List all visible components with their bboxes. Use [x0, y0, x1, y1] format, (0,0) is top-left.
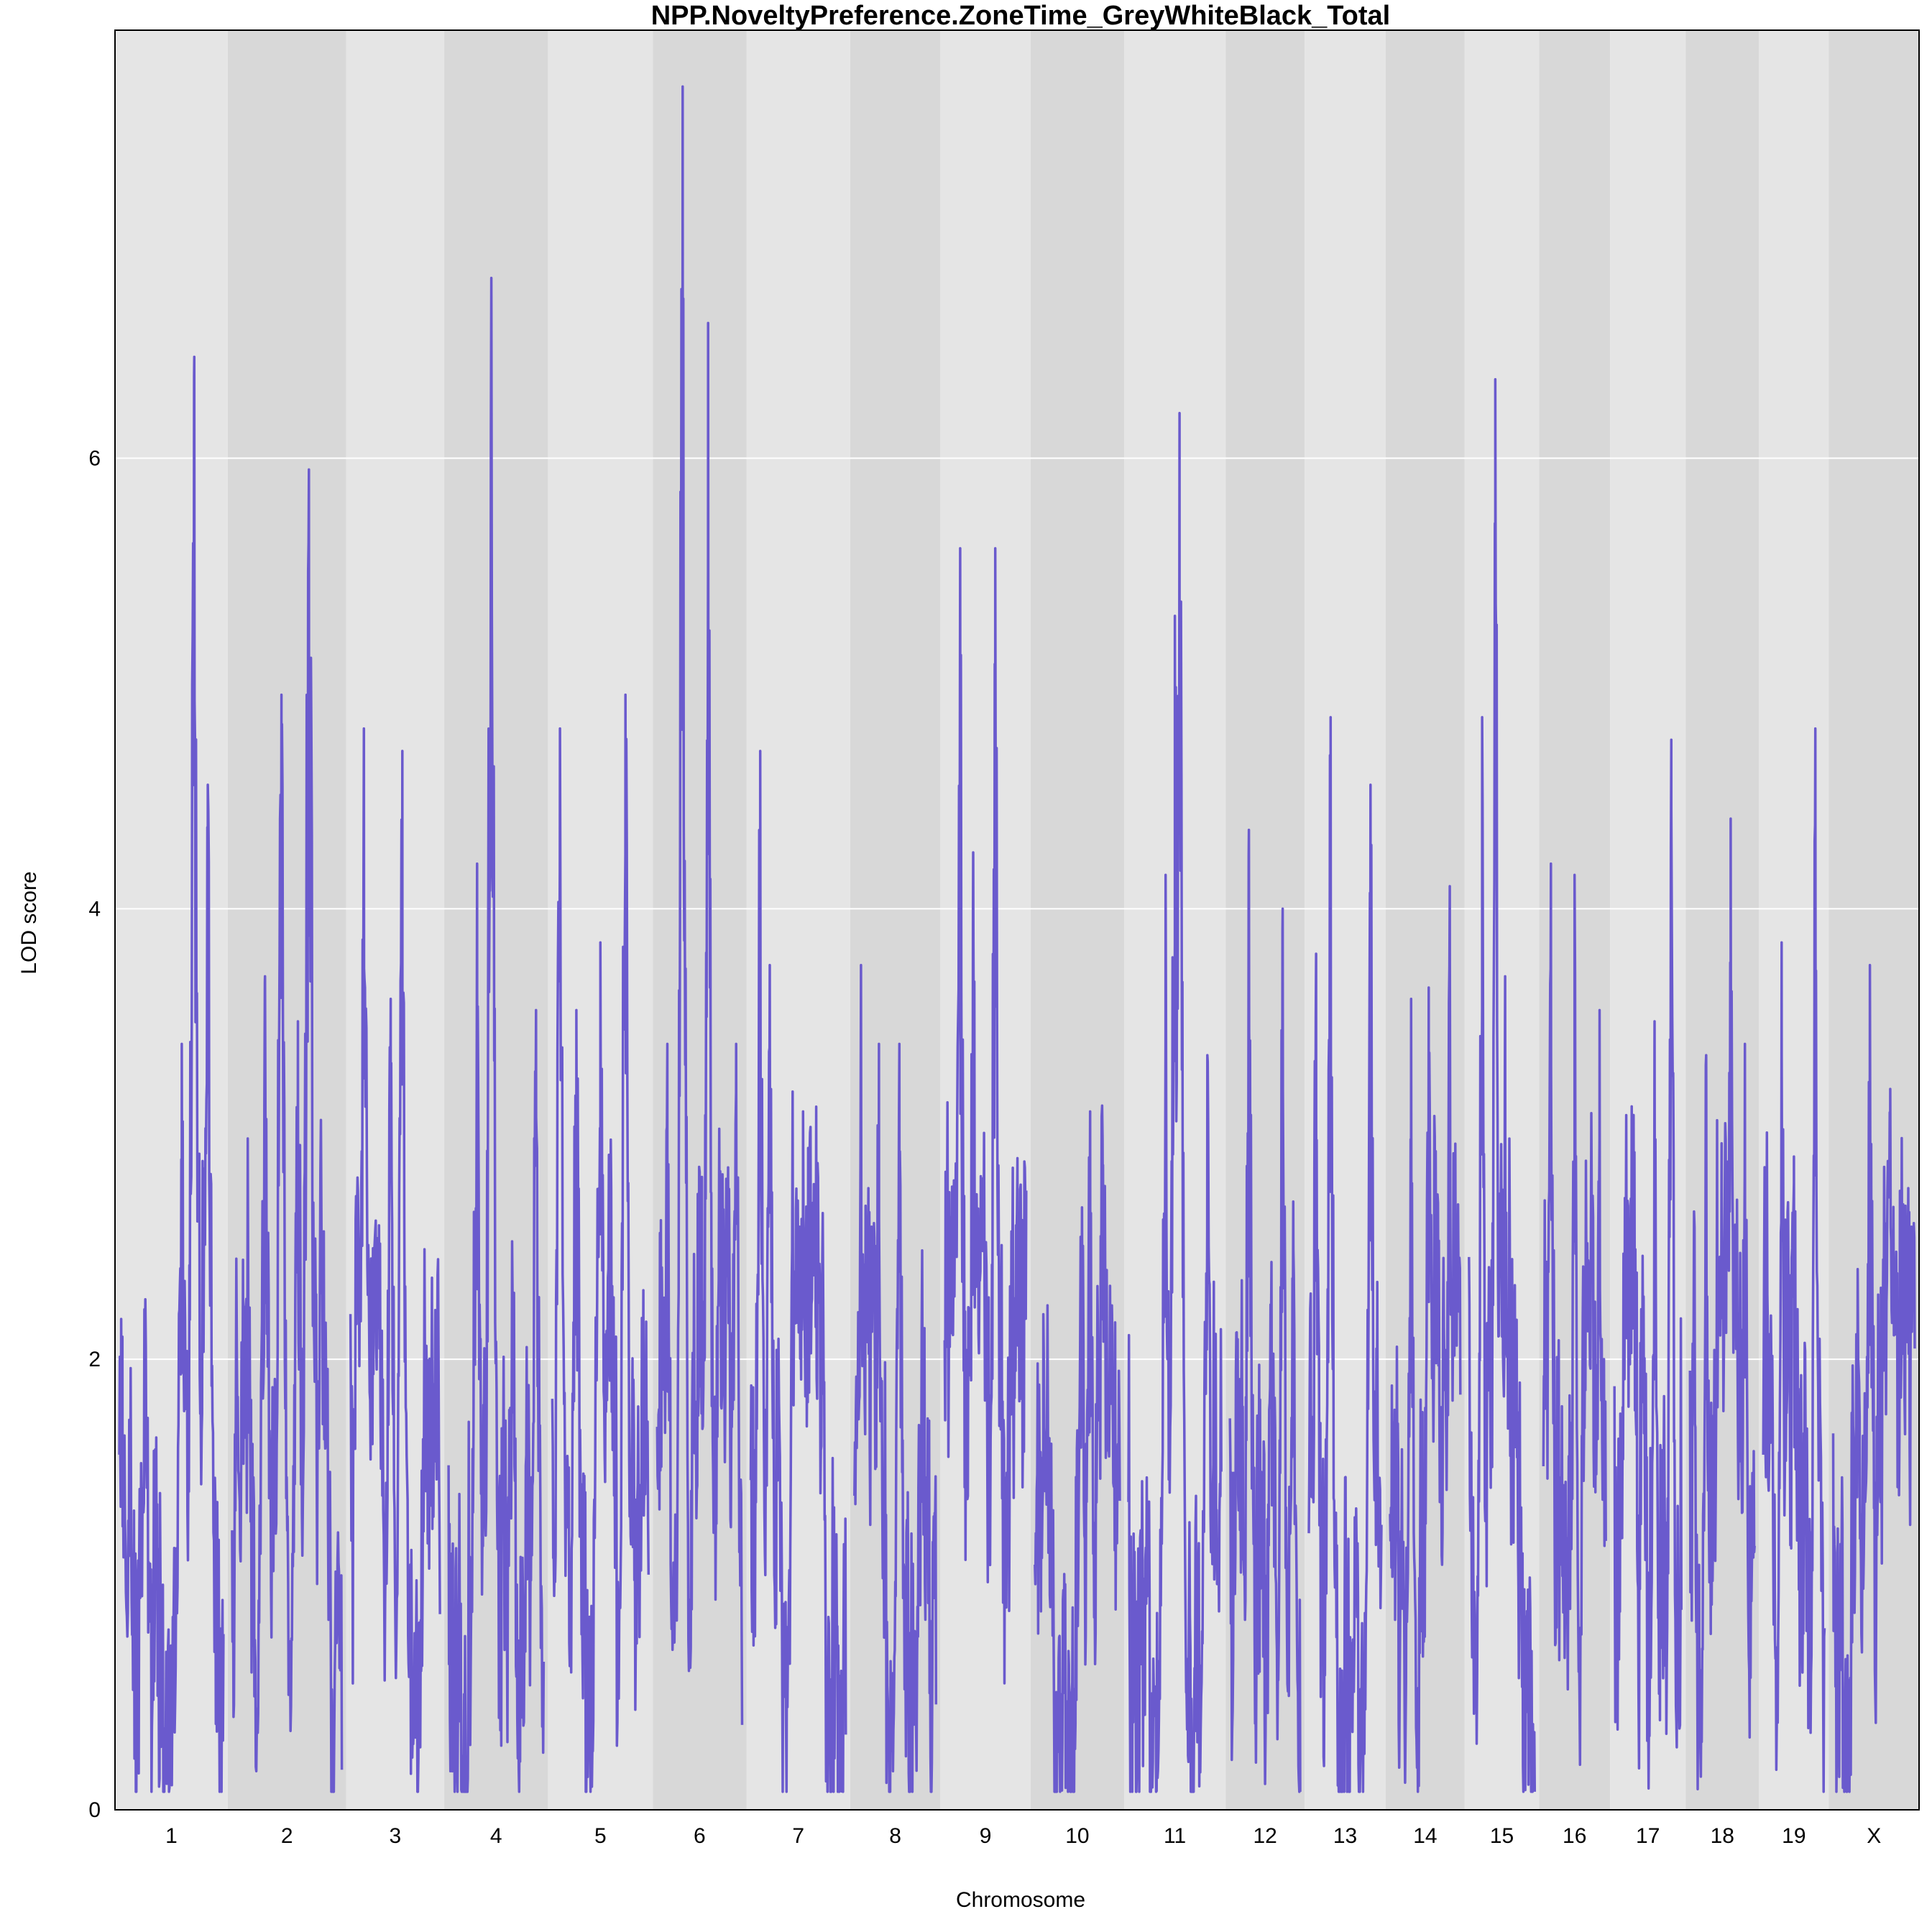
y-tick-label-4: 4	[88, 897, 101, 921]
lod-line-chr-6	[656, 85, 744, 1725]
x-tick-label-19: 19	[1782, 1824, 1806, 1848]
lod-line-chr-16	[1542, 862, 1607, 1767]
x-tick-label-8: 8	[889, 1824, 901, 1848]
lod-line-chr-17	[1613, 738, 1683, 1790]
lod-line-chr-8	[853, 963, 938, 1793]
chromosome-band-6	[653, 30, 747, 1810]
y-tick-label-2: 2	[88, 1348, 101, 1371]
lod-line-chr-4	[447, 277, 546, 1793]
lod-line-chr-5	[551, 693, 650, 1793]
y-tick-label-6: 6	[88, 446, 101, 470]
x-tick-label-13: 13	[1333, 1824, 1357, 1848]
y-axis-ticks: 0 2 4 6	[88, 446, 101, 1822]
chromosome-band-15	[1464, 30, 1540, 1810]
x-tick-label-4: 4	[490, 1824, 502, 1848]
lod-line-chr-15	[1468, 378, 1537, 1793]
x-tick-label-1: 1	[165, 1824, 178, 1848]
x-tick-label-7: 7	[792, 1824, 804, 1848]
lod-line-chr-14	[1389, 885, 1462, 1793]
chart-title: NPP.NoveltyPreference.ZoneTime_GreyWhite…	[651, 1, 1391, 31]
x-tick-label-6: 6	[694, 1824, 706, 1848]
x-tick-label-9: 9	[980, 1824, 992, 1848]
lod-line-chr-3	[349, 727, 441, 1793]
x-tick-label-18: 18	[1711, 1824, 1734, 1848]
lod-line-chr-13	[1307, 716, 1383, 1793]
x-tick-label-3: 3	[389, 1824, 401, 1848]
gridlines	[115, 457, 1919, 1361]
x-tick-label-2: 2	[281, 1824, 293, 1848]
x-tick-label-16: 16	[1563, 1824, 1586, 1848]
lod-series	[118, 85, 1916, 1793]
lod-line-chr-12	[1228, 828, 1302, 1793]
lod-line-chr-11	[1127, 412, 1223, 1793]
x-tick-label-12: 12	[1253, 1824, 1276, 1848]
x-tick-label-11: 11	[1164, 1824, 1186, 1848]
x-tick-label-14: 14	[1413, 1824, 1437, 1848]
lod-line-chr-10	[1034, 1104, 1121, 1793]
lod-line-chr-19	[1762, 727, 1826, 1793]
x-tick-label-X: X	[1867, 1824, 1881, 1848]
x-tick-label-17: 17	[1636, 1824, 1660, 1848]
x-axis-label: Chromosome	[956, 1888, 1085, 1912]
lod-line-chr-1	[118, 355, 225, 1793]
lod-line-chr-7	[749, 750, 847, 1793]
lod-line-chr-2	[231, 468, 344, 1793]
chromosome-band-19	[1759, 30, 1829, 1810]
x-axis-ticks: 1 2 3 4 5 6 7 8 9 10 11 12 13 14 15 16 17 18 19 X	[165, 1824, 1881, 1848]
y-tick-label-0: 0	[88, 1798, 101, 1822]
lod-line-chr-18	[1688, 817, 1756, 1791]
chromosome-band-9	[940, 30, 1031, 1810]
x-tick-label-5: 5	[594, 1824, 607, 1848]
x-tick-label-10: 10	[1065, 1824, 1089, 1848]
x-tick-label-15: 15	[1490, 1824, 1514, 1848]
lod-line-chr-X	[1831, 963, 1916, 1793]
plot-border	[114, 29, 1920, 1811]
lod-line-chr-9	[943, 547, 1028, 1685]
y-axis-label: LOD score	[17, 871, 41, 974]
